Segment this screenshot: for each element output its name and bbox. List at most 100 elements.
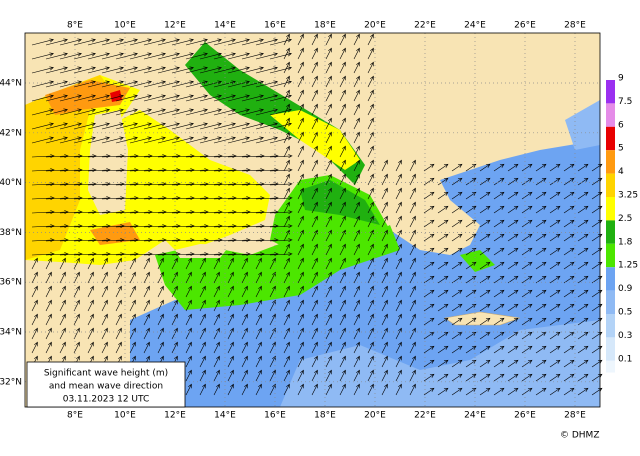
arrow — [101, 168, 125, 173]
arrow — [199, 94, 222, 102]
arrow — [143, 252, 167, 257]
legend-line: 03.11.2023 12 UTC — [63, 395, 150, 405]
arrow — [437, 205, 449, 214]
legend-line: Significant wave height (m) — [44, 369, 168, 379]
arrow — [115, 238, 139, 243]
arrow — [297, 229, 304, 242]
lon-label-top: 20°E — [364, 21, 386, 31]
colorbar-label: 9 — [618, 74, 624, 84]
arrow — [31, 38, 54, 46]
arrow — [73, 38, 96, 46]
arrow — [101, 210, 125, 215]
arrow — [143, 168, 167, 173]
arrow — [255, 168, 279, 173]
colorbar-label: 7.5 — [618, 97, 632, 107]
arrow — [31, 238, 55, 243]
arrow — [241, 94, 264, 102]
arrow — [507, 317, 519, 326]
arrow — [227, 224, 251, 229]
arrow — [521, 289, 533, 298]
arrow — [101, 341, 108, 354]
arrow — [339, 243, 346, 256]
arrow — [185, 313, 192, 326]
arrow — [31, 168, 55, 173]
arrow — [507, 387, 519, 396]
arrow — [101, 271, 108, 284]
arrow — [227, 313, 234, 326]
arrow — [381, 243, 388, 256]
arrow — [129, 238, 153, 243]
colorbar-segment — [606, 173, 615, 197]
arrow — [353, 201, 360, 214]
arrow — [171, 313, 178, 326]
arrow — [297, 61, 304, 74]
arrow — [45, 271, 52, 284]
arrow — [423, 387, 435, 396]
arrow — [59, 38, 82, 46]
arrow — [353, 75, 360, 88]
arrow — [395, 229, 402, 242]
arrow — [213, 327, 220, 340]
arrow — [185, 369, 192, 382]
arrow — [157, 313, 164, 326]
arrow — [297, 75, 304, 88]
arrow — [143, 341, 150, 354]
arrow — [31, 108, 54, 116]
arrow — [311, 299, 318, 312]
arrow — [269, 38, 292, 46]
arrow — [241, 224, 265, 229]
arrow — [297, 89, 304, 102]
arrow — [367, 117, 374, 130]
arrow — [241, 327, 248, 340]
arrow — [129, 285, 136, 298]
arrow — [227, 341, 234, 354]
arrow — [437, 303, 449, 312]
arrow — [129, 154, 153, 159]
arrow — [367, 89, 374, 102]
arrow — [185, 285, 192, 298]
lon-label-bottom: 16°E — [264, 411, 286, 421]
arrow — [185, 94, 208, 102]
legend-box: Significant wave height (m) and mean wav… — [26, 361, 186, 408]
arrow — [269, 383, 276, 396]
arrow — [353, 313, 360, 326]
arrow — [157, 94, 180, 102]
arrow — [129, 224, 153, 229]
arrow — [339, 285, 346, 298]
arrow — [353, 159, 360, 172]
arrow — [367, 299, 374, 312]
arrow — [255, 341, 262, 354]
arrow — [395, 159, 402, 172]
arrow — [171, 38, 194, 46]
arrow — [367, 173, 374, 186]
arrow — [353, 299, 360, 312]
arrow — [227, 168, 251, 173]
arrow — [129, 94, 152, 102]
arrow — [283, 327, 290, 340]
arrow — [563, 191, 575, 200]
arrow — [297, 215, 304, 228]
arrow — [339, 47, 346, 60]
lon-label-bottom: 18°E — [314, 411, 336, 421]
lon-label-bottom: 14°E — [214, 411, 236, 421]
arrow — [213, 285, 220, 298]
arrow — [451, 219, 463, 228]
arrow — [269, 210, 293, 215]
arrow — [325, 257, 332, 270]
arrow — [199, 154, 223, 159]
arrow — [185, 327, 192, 340]
arrow — [283, 229, 290, 242]
arrow — [129, 108, 152, 116]
arrow — [325, 313, 332, 326]
arrow — [157, 238, 181, 243]
arrow — [437, 331, 449, 340]
arrow — [325, 131, 332, 144]
arrow — [465, 191, 477, 200]
arrow — [241, 196, 265, 201]
arrow — [367, 103, 374, 116]
arrow — [157, 341, 164, 354]
arrow — [59, 285, 66, 298]
arrow — [227, 327, 234, 340]
arrow — [297, 383, 304, 396]
arrow — [115, 271, 122, 284]
